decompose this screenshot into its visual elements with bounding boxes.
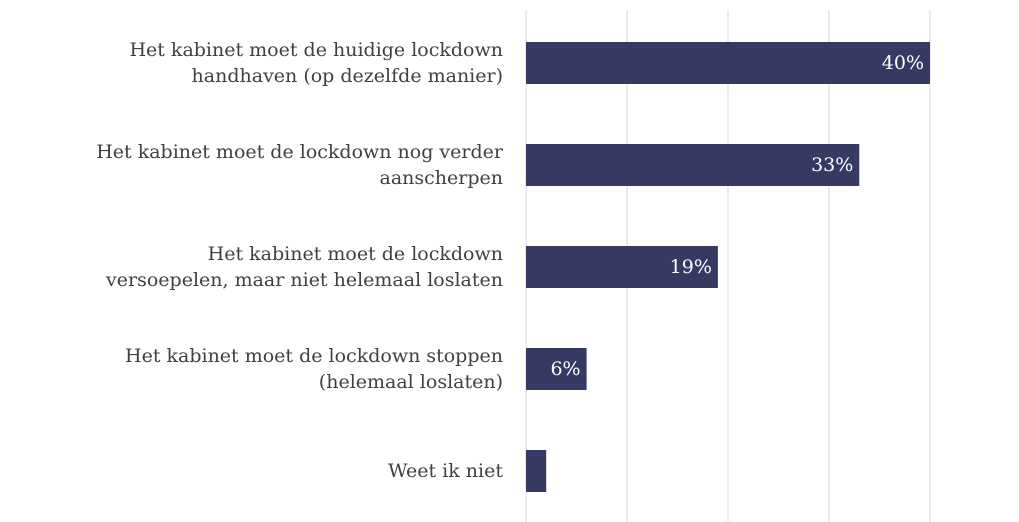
bar [526,450,547,492]
value-label: 33% [811,154,853,176]
category-label: Het kabinet moet de lockdown nog verder … [96,141,503,189]
bar [526,246,718,288]
category-label: Het kabinet moet de huidige lockdown han… [129,39,503,87]
value-label: 40% [882,52,924,74]
value-label: 6% [550,358,580,380]
bar [526,348,587,390]
value-label: 19% [670,256,712,278]
category-label: Het kabinet moet de lockdown stoppen (he… [125,345,503,393]
category-label: Het kabinet moet de lockdown versoepelen… [106,243,503,291]
category-label: Weet ik niet [388,460,503,482]
bar [526,144,860,186]
bar [526,42,930,84]
